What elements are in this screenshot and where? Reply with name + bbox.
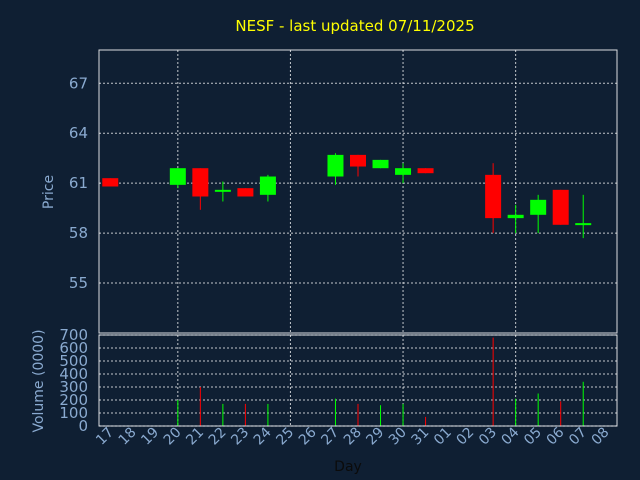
price-panel-frame	[98, 49, 618, 334]
day-tick-label: 29	[363, 425, 387, 449]
day-tick-label: 22	[206, 425, 230, 449]
candle	[417, 168, 434, 174]
candle-body	[485, 174, 502, 219]
candle	[372, 159, 389, 169]
candle	[485, 163, 502, 234]
price-ticks: 55 58 61 64 67	[69, 74, 88, 292]
price-tick-label: 55	[69, 274, 88, 292]
volume-bars	[177, 337, 584, 426]
day-ticks: 1718192021222324252627282930310102030405…	[93, 424, 612, 448]
day-tick-label: 07	[566, 425, 590, 449]
chart-title: NESF - last updated 07/11/2025	[235, 17, 474, 35]
candle	[507, 204, 524, 234]
candle-body	[237, 188, 254, 197]
day-tick-label: 19	[138, 425, 162, 449]
day-tick-label: 25	[273, 425, 297, 449]
day-tick-label: 24	[251, 424, 275, 448]
candle-body	[169, 168, 186, 185]
volume-tick-label: 300	[59, 378, 88, 396]
candle	[350, 154, 366, 177]
day-tick-label: 02	[454, 425, 478, 449]
volume-tick-label: 0	[78, 417, 88, 435]
day-tick-label: 01	[431, 425, 455, 449]
day-tick-label: 03	[476, 425, 500, 449]
candle-body	[575, 223, 592, 226]
day-tick-label: 30	[386, 425, 410, 449]
x-axis-label: Day	[334, 459, 362, 475]
candle-body	[395, 168, 412, 175]
candle	[237, 188, 254, 197]
candle	[327, 153, 344, 185]
candle-body	[552, 189, 569, 225]
candle-body	[327, 154, 344, 177]
day-tick-label: 26	[296, 424, 320, 448]
candle	[259, 174, 276, 202]
candle	[214, 181, 231, 202]
volume-tick-label: 100	[59, 404, 88, 422]
day-tick-label: 17	[93, 425, 117, 449]
candle	[192, 168, 209, 210]
day-tick-label: 05	[521, 425, 545, 449]
day-tick-label: 21	[183, 425, 207, 449]
price-tick-label: 67	[69, 74, 88, 92]
volume-tick-label: 200	[59, 391, 88, 409]
candles	[102, 153, 592, 239]
day-tick-label: 27	[318, 425, 342, 449]
volume-grid	[99, 334, 617, 427]
candle	[575, 194, 592, 239]
day-tick-label: 08	[589, 425, 613, 449]
day-tick-label: 28	[341, 425, 365, 449]
candle-body	[192, 168, 209, 197]
price-tick-label: 58	[69, 224, 88, 242]
day-tick-label: 18	[116, 425, 140, 449]
candle-body	[102, 178, 119, 187]
candle	[395, 163, 412, 184]
day-tick-label: 20	[161, 425, 185, 449]
candle-body	[350, 154, 366, 167]
candle	[530, 194, 547, 234]
volume-panel-frame	[98, 334, 618, 427]
price-axis-label: Price	[41, 175, 57, 209]
volume-axis-label: Volume (0000)	[31, 329, 47, 432]
candle-body	[259, 176, 276, 195]
candle	[102, 178, 119, 187]
volume-tick-label: 600	[59, 339, 88, 357]
day-tick-label: 23	[228, 425, 252, 449]
candle-body	[372, 159, 389, 169]
candle-body	[214, 189, 231, 192]
candle-body	[417, 168, 434, 174]
candle	[169, 168, 186, 189]
volume-tick-label: 700	[59, 326, 88, 344]
candle	[552, 189, 569, 225]
candle-body	[530, 199, 547, 215]
price-grid	[99, 50, 617, 333]
price-tick-label: 61	[69, 174, 88, 192]
volume-tick-label: 500	[59, 352, 88, 370]
price-tick-label: 64	[69, 124, 88, 142]
candle-body	[507, 214, 524, 219]
volume-tick-label: 400	[59, 365, 88, 383]
day-tick-label: 31	[408, 425, 432, 449]
day-tick-label: 04	[499, 424, 523, 448]
day-tick-label: 06	[544, 424, 568, 448]
